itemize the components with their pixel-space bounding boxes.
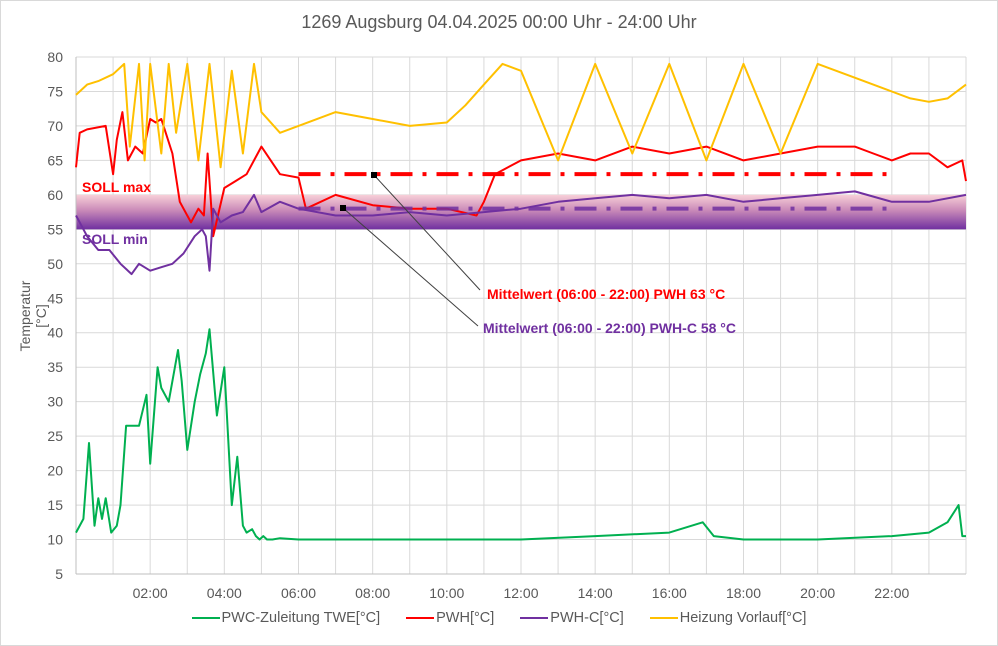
svg-text:70: 70 [47,118,63,134]
svg-text:80: 80 [47,49,63,65]
svg-text:50: 50 [47,256,63,272]
soll-min-label: SOLL min [82,231,148,247]
legend-label: PWH-C[°C] [550,610,624,626]
reference-lines [298,172,892,211]
legend-swatch-pwhc [520,617,549,619]
legend-item-pwh[interactable]: PWH[°C] [406,610,494,626]
mean-pwh-label: Mittelwert (06:00 - 22:00) PWH 63 °C [487,286,725,302]
svg-text:25: 25 [47,428,63,444]
svg-text:45: 45 [47,290,63,306]
svg-text:35: 35 [47,359,63,375]
soll-max-label: SOLL max [82,179,151,195]
svg-text:02:00: 02:00 [133,585,168,601]
svg-text:30: 30 [47,394,63,410]
legend-label: Heizung Vorlauf[°C] [679,610,807,626]
mean-pwhc-label: Mittelwert (06:00 - 22:00) PWH-C 58 °C [483,320,736,336]
svg-text:60: 60 [47,187,63,203]
legend-label: PWH[°C] [436,610,495,626]
svg-text:75: 75 [47,83,63,99]
legend-item-pwc[interactable]: PWC-Zuleitung TWE[°C] [191,610,381,626]
chart-title: 1269 Augsburg 04.04.2025 00:00 Uhr - 24:… [301,12,697,32]
svg-text:15: 15 [47,497,63,513]
svg-text:40: 40 [47,325,63,341]
legend-swatch-pwh [406,617,435,619]
svg-text:20:00: 20:00 [800,585,835,601]
svg-text:10:00: 10:00 [429,585,464,601]
svg-text:65: 65 [47,152,63,168]
svg-text:55: 55 [47,221,63,237]
annotation-leaders [340,172,481,327]
svg-text:04:00: 04:00 [207,585,242,601]
svg-text:10: 10 [47,532,63,548]
legend-label: PWC-Zuleitung TWE[°C] [221,610,381,626]
svg-text:12:00: 12:00 [503,585,538,601]
legend-swatch-pwc [191,617,220,619]
soll-range-band [76,194,966,230]
svg-text:08:00: 08:00 [355,585,390,601]
svg-text:06:00: 06:00 [281,585,316,601]
legend-item-pwhc[interactable]: PWH-C[°C] [520,610,624,626]
svg-text:22:00: 22:00 [874,585,909,601]
grid-lines [75,56,967,575]
svg-text:14:00: 14:00 [578,585,613,601]
svg-text:16:00: 16:00 [652,585,687,601]
svg-text:5: 5 [55,566,63,582]
legend-item-heizung[interactable]: Heizung Vorlauf[°C] [649,610,807,626]
legend-swatch-heizung [649,617,678,619]
svg-text:18:00: 18:00 [726,585,761,601]
chart-legend: PWC-Zuleitung TWE[°C] PWH[°C] PWH-C[°C] … [0,610,998,626]
svg-text:20: 20 [47,463,63,479]
data-series [75,62,967,541]
axes: 5 10 15 20 25 30 35 40 45 50 55 60 65 70 75 80 02:00 04:0… [47,49,966,601]
